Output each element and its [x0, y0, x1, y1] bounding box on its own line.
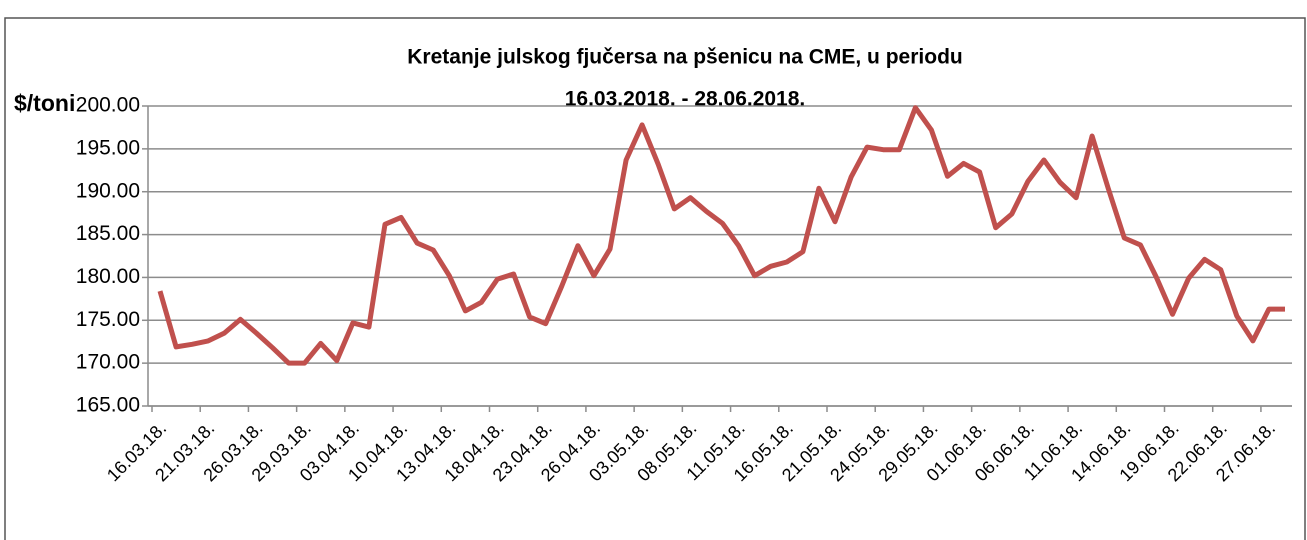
y-tick-label: 190.00: [76, 179, 140, 202]
y-tick-label: 195.00: [76, 136, 140, 159]
chart-title: 16.03.2018. - 28.06.2018.: [565, 88, 806, 111]
y-tick-label: 175.00: [76, 308, 140, 331]
y-tick-label: 180.00: [76, 265, 140, 288]
chart-title: Kretanje julskog fjučersa na pšenicu na …: [407, 46, 962, 69]
y-tick-label: 185.00: [76, 222, 140, 245]
y-tick-label: 200.00: [76, 94, 140, 117]
y-axis-label: $/toni: [14, 90, 75, 116]
chart-frame: [4, 17, 1306, 540]
y-tick-label: 165.00: [76, 394, 140, 417]
y-tick-label: 170.00: [76, 351, 140, 374]
data-line: [157, 105, 1285, 366]
